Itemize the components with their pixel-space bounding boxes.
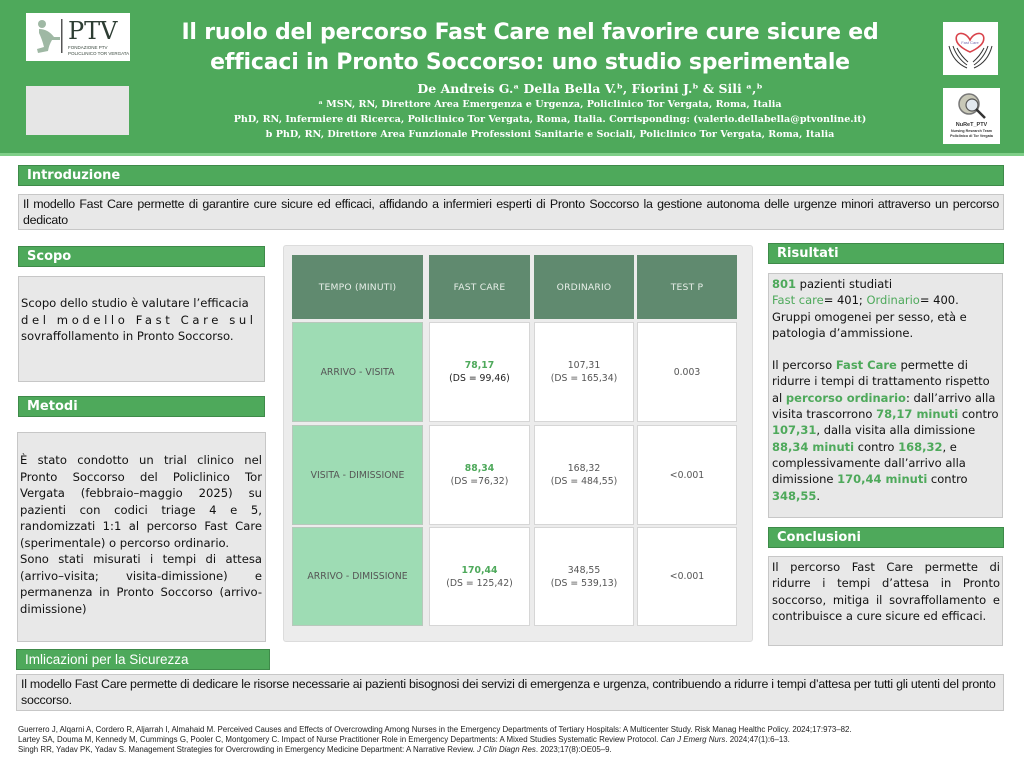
poster-header: PTV FONDAZIONE PTV POLICLINICO TOR VERGA… [0, 0, 1024, 156]
nuret-ptv-logo: NuReT_PTV Nursing Research Team Policlin… [943, 88, 1000, 144]
logo-placeholder [26, 86, 129, 135]
results-table: TEMPO (MINUTI) FAST CARE ORDINARIO TEST … [283, 245, 753, 642]
table-cell-p-value: <0.001 [637, 425, 737, 525]
section-heading-implicazioni: Imlicazioni per la Sicurezza [16, 649, 270, 670]
poster-title: Il ruolo del percorso Fast Care nel favo… [181, 20, 879, 75]
table-cell-ordinario: 348,55 (DS = 539,13) [534, 527, 634, 626]
table-header-test-p: TEST P [637, 255, 737, 319]
magnifier-icon [958, 93, 986, 119]
table-cell-p-value: 0.003 [637, 322, 737, 422]
references: Guerrero J, Alqarni A, Cordero R, Aljarr… [18, 725, 1018, 756]
affiliation-corresponding: PhD, RN, Infermiere di Ricerca, Policlin… [233, 114, 867, 125]
reference-item: Lartey SA, Douma M, Kennedy M, Cummings … [18, 735, 790, 745]
table-header-tempo: TEMPO (MINUTI) [292, 255, 423, 319]
section-heading-conclusioni: Conclusioni [768, 527, 1004, 548]
table-row-label: ARRIVO - DIMISSIONE [292, 527, 423, 626]
reference-item: Guerrero J, Alqarni A, Cordero R, Aljarr… [18, 725, 852, 734]
svg-text:Fast Care: Fast Care [961, 40, 979, 45]
table-cell-ordinario: 168,32 (DS = 484,55) [534, 425, 634, 525]
table-cell-fast-care: 88,34 (DS =76,32) [429, 425, 530, 525]
implicazioni-text: Il modello Fast Care permette di dedicar… [16, 674, 1004, 711]
table-header-ordinario: ORDINARIO [534, 255, 634, 319]
table-cell-ordinario: 107,31 (DS = 165,34) [534, 322, 634, 422]
table-cell-p-value: <0.001 [637, 527, 737, 626]
table-header-fast-care: FAST CARE [429, 255, 530, 319]
heart-hands-icon: Fast Care [948, 32, 993, 69]
section-heading-risultati: Risultati [768, 243, 1004, 264]
scopo-text: Scopo dello studio è valutare l’efficaci… [18, 276, 265, 382]
table-row-label: ARRIVO - VISITA [292, 322, 423, 422]
reference-item: Singh RR, Yadav PK, Yadav S. Management … [18, 745, 612, 755]
section-heading-introduzione: Introduzione [18, 165, 1004, 186]
fast-care-logo: Fast Care [943, 22, 998, 75]
section-heading-scopo: Scopo [18, 246, 265, 267]
kneeling-figure-icon [37, 19, 63, 53]
section-heading-metodi: Metodi [18, 396, 265, 417]
metodi-text: È stato condotto un trial clinico nel Pr… [17, 432, 266, 642]
affiliation-a: ᵃ MSN, RN, Direttore Area Emergenza e Ur… [318, 99, 782, 110]
table-row-label: VISITA - DIMISSIONE [292, 425, 423, 525]
introduzione-text: Il modello Fast Care permette di garanti… [18, 194, 1004, 230]
conclusioni-text: Il percorso Fast Care permette di ridurr… [768, 556, 1003, 646]
ptv-logo-text: PTV [68, 17, 118, 45]
affiliation-b: b PhD, RN, Direttore Area Funzionale Pro… [265, 129, 835, 140]
authors: De Andreis G.ᵃ Della Bella V.ᵇ, Fiorini … [417, 81, 763, 96]
ptv-logo-subtitle: FONDAZIONE PTV POLICLINICO TOR VERGATA [68, 45, 130, 56]
table-cell-fast-care: 170,44 (DS = 125,42) [429, 527, 530, 626]
risultati-text: 801 pazienti studiati Fast care= 401; Or… [768, 273, 1003, 518]
table-cell-fast-care: 78,17 (DS = 99,46) [429, 322, 530, 422]
ptv-logo: PTV FONDAZIONE PTV POLICLINICO TOR VERGA… [26, 13, 130, 61]
